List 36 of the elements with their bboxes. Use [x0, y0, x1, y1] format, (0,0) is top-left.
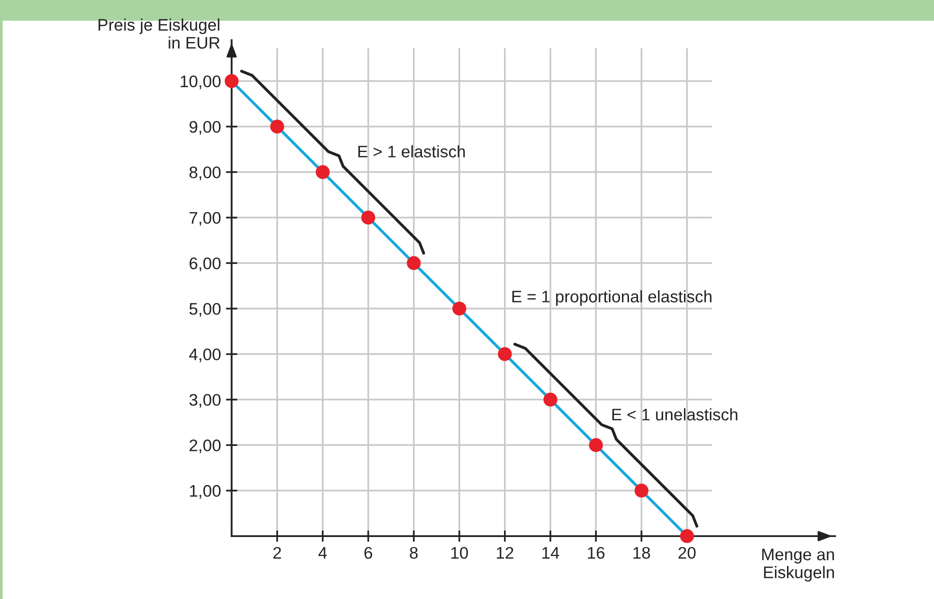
point: [498, 347, 512, 362]
point: [680, 529, 694, 544]
point: [588, 438, 603, 452]
x-tick-label: 16: [588, 546, 604, 559]
y-tick-label: 3,00: [189, 394, 221, 408]
y-tick-label: 1,00: [190, 485, 221, 499]
x-tick-label: 14: [542, 547, 560, 559]
x-tick-label: 2: [273, 546, 281, 559]
point: [634, 484, 648, 498]
y-tick-label: 9,00: [190, 120, 221, 135]
point: [543, 392, 558, 407]
x-tick-label: 12: [496, 546, 514, 559]
y-tick-label: 4,00: [189, 348, 221, 362]
y-tick-label: 6,00: [190, 257, 221, 272]
point: [224, 74, 239, 88]
point: [316, 165, 330, 180]
y-tick-label: 2,00: [190, 440, 221, 454]
y-tick-label: 10,00: [180, 75, 221, 90]
x-tick-label: 10: [451, 546, 468, 559]
y-tick-label: 8,00: [190, 166, 221, 180]
annotation: E > 1 elastisch: [358, 145, 465, 158]
x-tick-label: 18: [633, 546, 650, 559]
point: [452, 302, 466, 316]
x-tick-label: 8: [410, 546, 418, 559]
point: [361, 210, 376, 225]
point: [406, 256, 421, 270]
point: [270, 120, 284, 134]
x-tick-label: 6: [364, 546, 372, 559]
y-tick-label: 7,00: [190, 212, 221, 226]
x-tick-label: 4: [318, 547, 327, 559]
y-axis-title: Preis je Eiskugel in EUR: [98, 18, 220, 49]
x-axis-title: Menge an Eiskugeln: [762, 548, 834, 582]
y-tick-label: 5,00: [189, 302, 221, 317]
x-tick-label: 20: [678, 546, 696, 559]
annotation: E < 1 unelastisch: [612, 408, 738, 420]
annotation: E = 1 proportional elastisch: [512, 290, 712, 306]
